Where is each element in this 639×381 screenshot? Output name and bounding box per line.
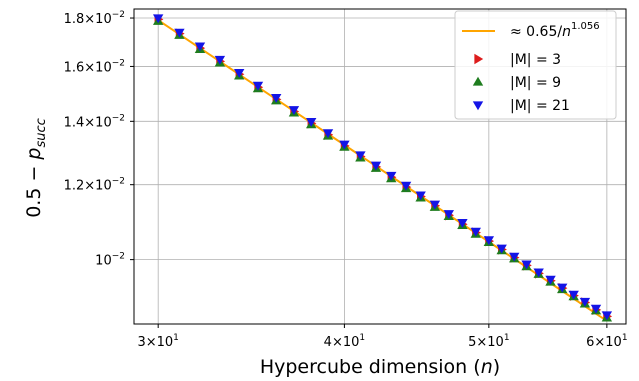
y-tick-label: 1.8×10−2 — [64, 10, 125, 27]
ticks: 3×101 4×101 5×101 6×101 10−2 1.2×10−2 1.4×10−2… — [64, 10, 628, 350]
data-point — [579, 297, 591, 307]
series-3 — [152, 14, 613, 321]
data-point — [355, 151, 366, 161]
data-point — [470, 227, 481, 237]
data-point — [496, 244, 507, 254]
data-point — [234, 69, 245, 78]
data-point — [483, 236, 495, 246]
data-point — [429, 200, 441, 210]
data-point — [322, 129, 334, 139]
x-tick-label: 6×101 — [586, 333, 627, 350]
data-point — [533, 268, 544, 278]
data-point — [415, 191, 426, 201]
x-axis-title: Hypercube dimension (n) — [260, 356, 500, 378]
legend-label: |M| = 9 — [510, 75, 561, 91]
legend-marker — [472, 101, 484, 111]
data-point — [590, 304, 602, 314]
y-tick-label: 1.2×10−2 — [64, 177, 125, 194]
legend-marker — [472, 76, 484, 86]
x-tick-label: 5×101 — [468, 333, 509, 350]
y-tick-label: 1.4×10−2 — [64, 113, 125, 130]
data-point — [271, 94, 282, 103]
data-point — [545, 275, 556, 285]
data-point — [601, 311, 613, 321]
legend-box — [454, 10, 617, 120]
plot-frame — [133, 8, 627, 325]
data-point — [288, 106, 300, 115]
data-point — [400, 181, 412, 191]
y-tick-label: 10−2 — [95, 252, 125, 269]
data-point — [339, 140, 350, 150]
data-point — [386, 171, 397, 181]
data-point — [521, 260, 532, 270]
x-tick-label: 4×101 — [324, 333, 365, 350]
data-point — [509, 252, 520, 262]
data-point — [568, 290, 579, 300]
data-point — [443, 210, 454, 219]
data-point — [557, 283, 568, 293]
legend-marker — [474, 53, 484, 65]
data-point — [457, 219, 468, 228]
data-point — [214, 55, 226, 65]
data-point — [306, 117, 317, 127]
legend-label: |M| = 21 — [510, 98, 570, 114]
data-point — [252, 81, 264, 91]
data-point — [370, 161, 382, 171]
data-point — [194, 42, 206, 52]
legend: ≈ 0.65/n1.056 |M| = 3 |M| = 9 |M| = 21 — [454, 10, 617, 120]
x-tick-label: 3×101 — [137, 333, 178, 350]
y-tick-label: 1.6×10−2 — [64, 58, 125, 75]
legend-label: |M| = 3 — [510, 52, 561, 68]
y-axis-title: 0.5 − psucc — [23, 118, 49, 218]
data-point — [152, 14, 164, 24]
data-point — [174, 28, 185, 38]
legend-fit-label: ≈ 0.65/n1.056 — [510, 21, 600, 40]
points-layer — [152, 14, 613, 322]
